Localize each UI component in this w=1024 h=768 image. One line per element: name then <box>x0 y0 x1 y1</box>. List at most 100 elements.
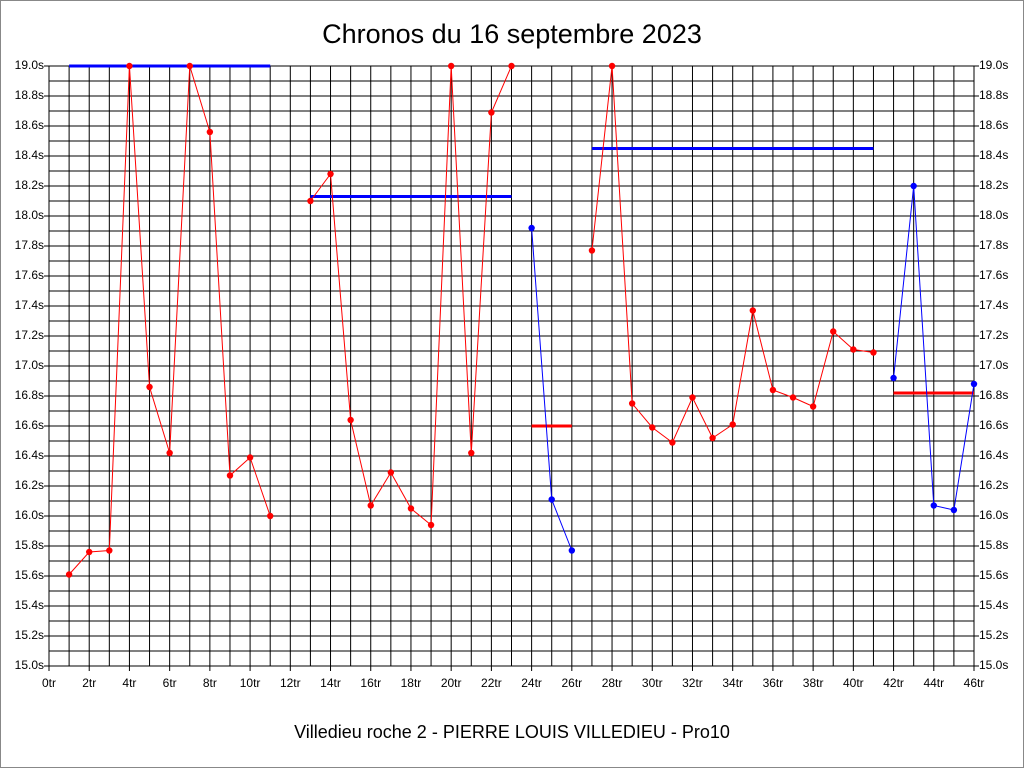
data-point <box>608 62 616 70</box>
data-point <box>468 449 475 457</box>
y-tick-label: 15.0s <box>15 658 44 672</box>
y-tick-label: 15.2s <box>979 628 1008 642</box>
data-point <box>870 349 877 356</box>
y-tick-label: 16.2s <box>15 478 44 492</box>
data-point <box>628 400 636 407</box>
y-tick-label: 18.2s <box>15 178 44 192</box>
data-point <box>387 469 395 476</box>
y-tick-label: 16.0s <box>979 508 1008 522</box>
y-tick-label: 17.4s <box>15 298 44 312</box>
y-tick-label: 18.4s <box>15 148 44 162</box>
y-tick-label: 17.8s <box>15 238 44 252</box>
data-point <box>528 224 535 232</box>
x-tick-label: 20tr <box>441 676 462 690</box>
x-tick-label: 24tr <box>521 676 542 690</box>
x-tick-label: 6tr <box>163 676 177 690</box>
y-tick-label: 15.6s <box>979 568 1008 582</box>
x-tick-label: 38tr <box>803 676 824 690</box>
y-tick-label: 16.6s <box>15 418 44 432</box>
x-tick-label: 12tr <box>280 676 301 690</box>
data-point <box>246 454 254 461</box>
y-tick-label: 19.0s <box>15 58 44 72</box>
y-tick-label: 17.0s <box>979 358 1008 372</box>
y-tick-label: 18.8s <box>15 88 44 102</box>
y-tick-label: 16.4s <box>15 448 44 462</box>
x-tick-label: 18tr <box>401 676 422 690</box>
data-point <box>447 62 455 70</box>
y-tick-label: 18.4s <box>979 148 1008 162</box>
data-point <box>347 416 354 424</box>
y-tick-label: 19.0s <box>979 58 1008 72</box>
data-point <box>789 394 797 401</box>
y-tick-label: 17.6s <box>979 268 1008 282</box>
data-point <box>146 383 153 391</box>
data-point <box>809 403 817 410</box>
data-point <box>970 380 978 388</box>
data-point <box>649 424 656 431</box>
x-tick-label: 4tr <box>122 676 136 690</box>
y-tick-label: 15.4s <box>979 598 1008 612</box>
y-tick-label: 17.2s <box>979 328 1008 342</box>
y-tick-label: 17.0s <box>15 358 44 372</box>
data-point <box>830 328 837 335</box>
data-point <box>588 247 596 254</box>
x-tick-label: 16tr <box>360 676 381 690</box>
data-point <box>206 128 214 136</box>
data-point <box>106 547 113 554</box>
y-tick-label: 16.8s <box>15 388 44 402</box>
y-tick-label: 15.2s <box>15 628 44 642</box>
x-tick-label: 8tr <box>203 676 217 690</box>
x-tick-label: 0tr <box>42 676 56 690</box>
x-tick-label: 22tr <box>481 676 502 690</box>
y-tick-label: 15.8s <box>15 538 44 552</box>
x-tick-label: 28tr <box>602 676 623 690</box>
x-tick-label: 26tr <box>561 676 582 690</box>
y-tick-label: 18.0s <box>15 208 44 222</box>
y-tick-label: 17.4s <box>979 298 1008 312</box>
data-point <box>749 307 757 314</box>
data-point <box>950 506 958 514</box>
data-point <box>65 571 73 578</box>
y-tick-label: 18.0s <box>979 208 1008 222</box>
y-tick-label: 16.8s <box>979 388 1008 402</box>
data-point <box>186 62 193 70</box>
data-point <box>307 197 314 205</box>
y-tick-label: 17.8s <box>979 238 1008 252</box>
y-tick-label: 16.2s <box>979 478 1008 492</box>
data-point <box>548 496 555 503</box>
data-point <box>729 421 736 428</box>
x-axis-label: Villedieu roche 2 - PIERRE LOUIS VILLEDI… <box>294 722 730 742</box>
x-tick-label: 14tr <box>320 676 341 690</box>
x-tick-label: 30tr <box>642 676 663 690</box>
data-point <box>427 521 435 529</box>
data-point <box>166 449 173 457</box>
y-tick-label: 15.6s <box>15 568 44 582</box>
x-tick-label: 2tr <box>82 676 96 690</box>
chart-title: Chronos du 16 septembre 2023 <box>322 19 702 49</box>
y-tick-label: 15.4s <box>15 598 44 612</box>
data-point <box>327 170 334 178</box>
y-tick-label: 16.0s <box>15 508 44 522</box>
data-point <box>669 439 676 446</box>
x-tick-label: 34tr <box>722 676 743 690</box>
data-point <box>930 502 937 509</box>
data-point <box>86 548 93 556</box>
data-point <box>508 62 515 70</box>
data-point <box>850 346 857 353</box>
data-point <box>266 512 274 520</box>
y-tick-label: 18.6s <box>979 118 1008 132</box>
data-point <box>568 547 576 554</box>
y-tick-label: 16.6s <box>979 418 1008 432</box>
x-tick-label: 10tr <box>240 676 261 690</box>
data-point <box>367 502 374 509</box>
y-tick-label: 15.8s <box>979 538 1008 552</box>
x-tick-label: 32tr <box>682 676 703 690</box>
y-tick-label: 18.6s <box>15 118 44 132</box>
x-tick-label: 44tr <box>923 676 944 690</box>
y-tick-label: 17.2s <box>15 328 44 342</box>
x-tick-label: 36tr <box>763 676 784 690</box>
data-point <box>126 62 133 70</box>
y-tick-label: 16.4s <box>979 448 1008 462</box>
data-point <box>407 505 415 512</box>
